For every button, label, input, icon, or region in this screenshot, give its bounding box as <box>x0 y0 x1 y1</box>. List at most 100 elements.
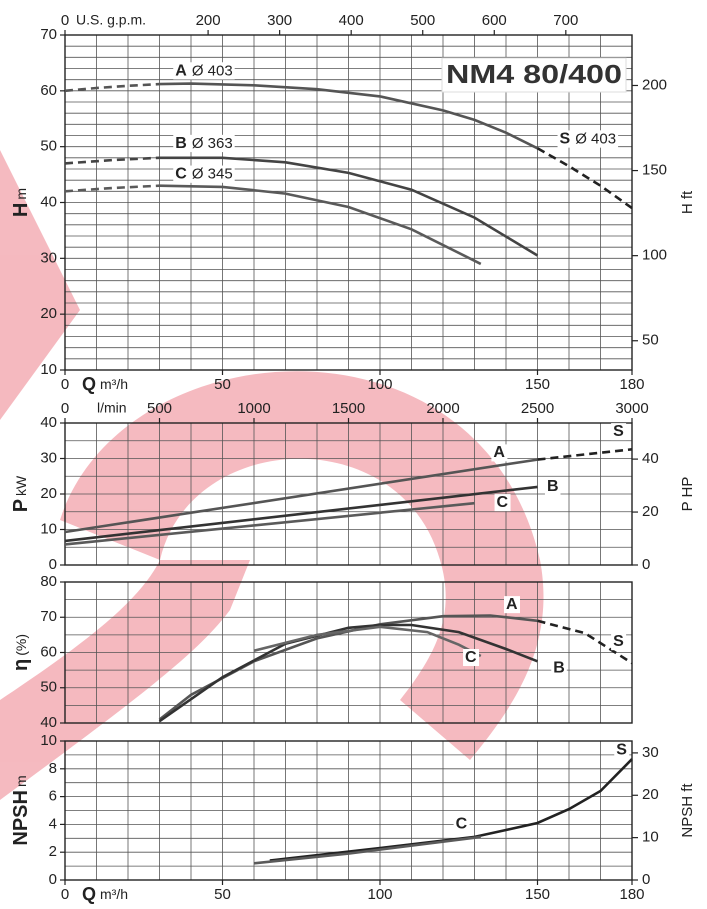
y-axis-label-symbol: H <box>10 203 32 217</box>
x-tick-label: 0 <box>61 886 69 903</box>
x2-tick-label: 500 <box>410 12 435 29</box>
x2-tick-label: 400 <box>339 12 364 29</box>
x2-tick-label: 1500 <box>332 400 365 417</box>
curve <box>64 156 160 165</box>
x-tick-label: 50 <box>214 886 231 903</box>
y-axis-label-symbol: η <box>10 659 32 671</box>
curve-label-name: A <box>175 63 187 80</box>
y2-tick-label: 20 <box>642 503 659 520</box>
plot-frame <box>64 740 633 881</box>
y-tick-label: 8 <box>49 760 57 777</box>
y-tick-label: 10 <box>40 732 57 749</box>
curve <box>64 458 538 534</box>
curve <box>64 501 475 546</box>
y2-axis-label: H ft <box>679 190 696 214</box>
y-tick-label: 0 <box>49 871 57 888</box>
curve <box>159 184 482 266</box>
y-tick-label: 50 <box>40 679 57 696</box>
curve-label: B <box>553 660 565 677</box>
curve-label: C <box>465 649 477 666</box>
y-tick-label: 60 <box>40 643 57 660</box>
curve-label-bg <box>611 633 627 651</box>
curve-label: C Ø 345 <box>175 166 232 183</box>
curve-label-name: A <box>493 444 505 461</box>
curve <box>253 835 481 865</box>
curve <box>64 184 160 193</box>
curve-label-name: B <box>553 660 565 677</box>
y-tick-label: 30 <box>40 249 57 266</box>
y2-tick-label: 40 <box>642 450 659 467</box>
x2-axis-label: l/min <box>97 400 127 416</box>
curve-label-bg <box>491 444 508 462</box>
x2-tick-label: 0 <box>61 400 69 417</box>
curve-label: A Ø 403 <box>175 62 232 79</box>
y2-tick-label: 200 <box>642 76 667 93</box>
curve <box>253 625 482 658</box>
y2-tick-label: 0 <box>642 556 650 573</box>
y-tick-label: 50 <box>40 138 57 155</box>
curve-label-name: C <box>456 816 468 833</box>
curve-label-name: C <box>497 494 509 511</box>
curve-label: C <box>497 494 509 511</box>
x-axis-label-unit: m³/h <box>100 886 128 902</box>
x2-tick-label: 300 <box>267 12 292 29</box>
y-tick-label: 20 <box>40 485 57 502</box>
x-tick-label: 180 <box>619 376 644 393</box>
curve <box>537 448 633 461</box>
y-axis-label-unit: (%) <box>13 634 29 656</box>
curve-label-bg <box>557 130 619 148</box>
curve-label: S <box>613 633 624 650</box>
curve-label-diameter: Ø 363 <box>192 135 233 152</box>
x2-tick-label: 600 <box>482 12 507 29</box>
curve <box>158 623 538 723</box>
curve-label-diameter: Ø 345 <box>192 166 233 183</box>
title-box <box>441 57 627 93</box>
curve-label-name: S <box>560 131 571 148</box>
curve-label-bg <box>551 659 567 677</box>
curve <box>159 156 539 257</box>
y-axis-label-symbol: P <box>10 499 32 512</box>
x-tick-label: 100 <box>367 376 392 393</box>
y-tick-label: 4 <box>49 815 57 832</box>
curve-label-name: A <box>506 596 518 613</box>
curve <box>64 485 538 543</box>
curve <box>269 758 633 862</box>
y-axis-label-unit: kW <box>13 475 29 496</box>
x2-axis-label: U.S. g.p.m. <box>76 12 146 28</box>
y-axis-label-unit: m <box>13 775 29 787</box>
curve-label: S <box>616 742 627 759</box>
y-tick-label: 70 <box>40 608 57 625</box>
x2-tick-label: 2000 <box>426 400 459 417</box>
curve-label-bg <box>611 423 627 441</box>
x-axis-label-unit: m³/h <box>100 376 128 392</box>
x2-tick-label: 500 <box>147 400 172 417</box>
y2-axis-label: NPSH ft <box>679 783 696 838</box>
curve-label-bg <box>494 494 511 512</box>
x-axis-label-symbol: Q <box>82 374 96 394</box>
y-tick-label: 80 <box>40 573 57 590</box>
curve-label-bg <box>173 62 235 80</box>
y-tick-label: 10 <box>40 520 57 537</box>
curve-label: B Ø 363 <box>175 135 232 152</box>
curve-label: A <box>506 596 518 613</box>
curve-label-name: S <box>613 423 624 440</box>
y-axis-label-symbol: NPSH <box>10 790 32 846</box>
curve-label-bg <box>173 134 235 153</box>
x2-tick-label: 1000 <box>237 400 270 417</box>
curve-label-diameter: Ø 403 <box>575 130 616 147</box>
curve-label-bg <box>453 815 470 833</box>
y-axis-label-unit: m <box>13 188 29 200</box>
curve-label: B <box>547 478 559 495</box>
curve-label-name: S <box>613 633 624 650</box>
y2-tick-label: 0 <box>642 871 650 888</box>
y-axis-label: Hm <box>10 188 32 217</box>
y-axis-label: η (%) <box>10 634 32 671</box>
curve-label-bg <box>544 478 561 496</box>
x2-tick-label: 0 <box>61 12 69 29</box>
curve <box>537 619 633 665</box>
y-tick-label: 30 <box>40 449 57 466</box>
y2-tick-label: 10 <box>642 829 659 846</box>
chart-title: NM4 80/400 <box>446 59 622 89</box>
